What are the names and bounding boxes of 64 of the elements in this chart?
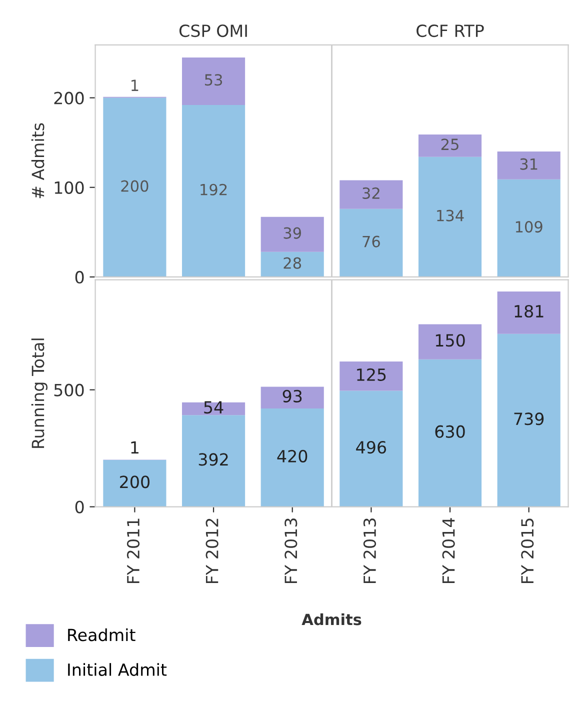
bar xyxy=(418,134,482,157)
data-label: 134 xyxy=(437,210,464,222)
x-tick-label: FY 2015 xyxy=(521,518,534,584)
data-label: 200 xyxy=(120,476,150,488)
x-tick-label: FY 2012 xyxy=(206,518,218,584)
data-label: 181 xyxy=(514,304,544,318)
bar xyxy=(340,180,403,209)
data-label: 109 xyxy=(516,221,542,233)
y-axis-title: # Admits xyxy=(31,123,44,198)
data-label: 1 xyxy=(132,80,138,91)
bar xyxy=(182,402,246,416)
data-label: 31 xyxy=(520,158,538,170)
bar xyxy=(418,156,482,277)
y-tick-label: 0 xyxy=(75,500,84,514)
data-label: 150 xyxy=(436,334,465,347)
data-label: 392 xyxy=(198,453,228,466)
data-label: 93 xyxy=(282,390,302,402)
data-label: 125 xyxy=(357,368,386,381)
bar xyxy=(182,104,246,277)
data-label: 53 xyxy=(204,74,222,86)
data-label: 25 xyxy=(441,138,458,150)
data-label: 739 xyxy=(514,412,544,426)
bar xyxy=(260,386,324,409)
bar xyxy=(418,324,482,360)
bar xyxy=(340,390,403,507)
data-label: 420 xyxy=(277,450,308,462)
bar xyxy=(103,460,166,507)
bar xyxy=(497,292,560,334)
bar xyxy=(182,415,246,507)
data-label: 496 xyxy=(356,440,386,454)
bar xyxy=(340,208,403,277)
x-axis-title: Admits xyxy=(302,613,362,626)
x-tick-label: FY 2014 xyxy=(442,518,455,584)
data-label: 630 xyxy=(435,425,465,438)
data-label: 28 xyxy=(284,257,302,269)
data-label: 192 xyxy=(200,184,227,196)
data-label: 1 xyxy=(131,441,138,454)
bar xyxy=(418,359,482,507)
legend-label: Readmit xyxy=(68,628,136,642)
y-tick-label: 200 xyxy=(54,92,84,104)
x-tick-label: FY 2013 xyxy=(284,518,298,584)
data-label: 32 xyxy=(362,187,380,199)
bar xyxy=(260,216,324,252)
bar xyxy=(182,57,246,105)
x-tick-label: FY 2011 xyxy=(126,518,140,584)
bar xyxy=(497,179,560,277)
text: CSP OMI xyxy=(179,24,247,38)
y-tick-label: 500 xyxy=(54,384,84,396)
bar xyxy=(497,334,560,507)
bar xyxy=(260,252,324,277)
data-label: 200 xyxy=(121,180,148,192)
bar xyxy=(340,361,403,391)
legend-label: Initial Admit xyxy=(68,663,167,676)
text: CCF RTP xyxy=(416,24,484,38)
y-tick-label: 0 xyxy=(75,270,84,284)
bar xyxy=(103,98,166,277)
data-label: 39 xyxy=(284,227,302,239)
y-axis-title: Running Total xyxy=(31,338,48,448)
bar xyxy=(260,408,324,507)
y-tick-label: 100 xyxy=(54,181,84,194)
data-label: 76 xyxy=(362,236,380,248)
x-tick-label: FY 2013 xyxy=(363,518,376,584)
data-label: 54 xyxy=(204,401,224,414)
bar xyxy=(497,152,560,180)
